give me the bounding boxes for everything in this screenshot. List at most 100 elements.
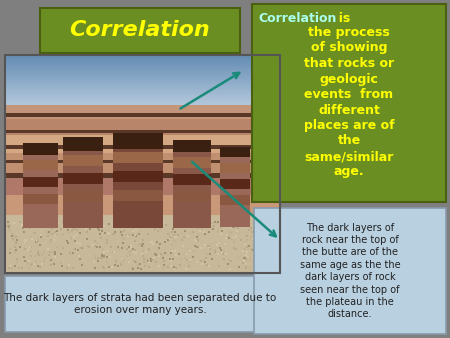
FancyBboxPatch shape bbox=[206, 264, 208, 266]
FancyBboxPatch shape bbox=[29, 250, 31, 252]
FancyBboxPatch shape bbox=[21, 267, 23, 268]
FancyBboxPatch shape bbox=[63, 137, 103, 228]
FancyBboxPatch shape bbox=[223, 258, 225, 260]
FancyBboxPatch shape bbox=[128, 234, 130, 236]
FancyBboxPatch shape bbox=[30, 264, 32, 266]
FancyBboxPatch shape bbox=[155, 254, 157, 256]
FancyBboxPatch shape bbox=[132, 235, 134, 237]
FancyBboxPatch shape bbox=[9, 267, 10, 269]
FancyBboxPatch shape bbox=[113, 133, 163, 228]
FancyBboxPatch shape bbox=[168, 238, 171, 240]
FancyBboxPatch shape bbox=[130, 245, 132, 247]
FancyBboxPatch shape bbox=[244, 254, 247, 256]
FancyBboxPatch shape bbox=[145, 250, 147, 252]
FancyBboxPatch shape bbox=[143, 258, 145, 260]
FancyBboxPatch shape bbox=[146, 258, 148, 260]
FancyBboxPatch shape bbox=[120, 231, 122, 233]
FancyBboxPatch shape bbox=[129, 254, 131, 256]
Text: the process
of showing
that rocks or
geologic
events  from
different
places are : the process of showing that rocks or geo… bbox=[304, 26, 394, 178]
FancyBboxPatch shape bbox=[270, 220, 272, 222]
FancyBboxPatch shape bbox=[251, 259, 252, 261]
FancyBboxPatch shape bbox=[219, 227, 221, 229]
FancyBboxPatch shape bbox=[63, 173, 103, 184]
FancyBboxPatch shape bbox=[206, 253, 208, 255]
FancyBboxPatch shape bbox=[72, 227, 74, 230]
FancyBboxPatch shape bbox=[270, 225, 272, 227]
FancyBboxPatch shape bbox=[97, 260, 99, 262]
FancyBboxPatch shape bbox=[279, 228, 280, 231]
FancyBboxPatch shape bbox=[5, 84, 280, 85]
FancyBboxPatch shape bbox=[9, 224, 11, 226]
FancyBboxPatch shape bbox=[5, 95, 280, 96]
FancyBboxPatch shape bbox=[276, 227, 278, 229]
FancyBboxPatch shape bbox=[23, 194, 58, 204]
FancyBboxPatch shape bbox=[97, 227, 99, 229]
FancyBboxPatch shape bbox=[135, 235, 137, 237]
FancyBboxPatch shape bbox=[48, 223, 50, 225]
FancyBboxPatch shape bbox=[51, 233, 54, 235]
FancyBboxPatch shape bbox=[152, 222, 153, 224]
FancyBboxPatch shape bbox=[131, 224, 133, 226]
FancyBboxPatch shape bbox=[122, 259, 125, 261]
FancyBboxPatch shape bbox=[5, 78, 280, 79]
FancyBboxPatch shape bbox=[203, 261, 206, 263]
FancyBboxPatch shape bbox=[225, 237, 227, 239]
FancyBboxPatch shape bbox=[266, 227, 268, 229]
FancyBboxPatch shape bbox=[46, 231, 48, 233]
FancyBboxPatch shape bbox=[220, 147, 250, 227]
FancyBboxPatch shape bbox=[102, 248, 104, 250]
FancyBboxPatch shape bbox=[207, 265, 210, 267]
FancyBboxPatch shape bbox=[94, 222, 96, 224]
FancyBboxPatch shape bbox=[73, 240, 76, 242]
FancyBboxPatch shape bbox=[256, 266, 258, 268]
FancyBboxPatch shape bbox=[157, 230, 159, 232]
FancyBboxPatch shape bbox=[62, 221, 64, 223]
FancyBboxPatch shape bbox=[15, 236, 17, 238]
FancyBboxPatch shape bbox=[40, 234, 42, 236]
FancyBboxPatch shape bbox=[227, 235, 230, 237]
FancyBboxPatch shape bbox=[246, 251, 248, 253]
FancyBboxPatch shape bbox=[196, 240, 198, 242]
FancyBboxPatch shape bbox=[189, 222, 191, 224]
FancyBboxPatch shape bbox=[217, 253, 219, 255]
FancyBboxPatch shape bbox=[53, 263, 55, 265]
FancyBboxPatch shape bbox=[48, 255, 50, 256]
FancyBboxPatch shape bbox=[211, 222, 213, 224]
FancyBboxPatch shape bbox=[23, 143, 58, 228]
FancyBboxPatch shape bbox=[66, 224, 68, 226]
FancyBboxPatch shape bbox=[5, 67, 280, 68]
FancyBboxPatch shape bbox=[111, 266, 113, 268]
FancyBboxPatch shape bbox=[101, 255, 103, 257]
FancyBboxPatch shape bbox=[188, 265, 189, 267]
FancyBboxPatch shape bbox=[260, 229, 261, 231]
FancyBboxPatch shape bbox=[5, 96, 280, 97]
FancyBboxPatch shape bbox=[148, 266, 150, 268]
FancyBboxPatch shape bbox=[68, 226, 70, 228]
FancyBboxPatch shape bbox=[93, 266, 95, 268]
FancyBboxPatch shape bbox=[5, 104, 280, 105]
FancyBboxPatch shape bbox=[112, 251, 114, 253]
FancyBboxPatch shape bbox=[101, 257, 104, 259]
FancyBboxPatch shape bbox=[262, 222, 265, 224]
FancyBboxPatch shape bbox=[61, 234, 63, 236]
FancyBboxPatch shape bbox=[62, 247, 64, 249]
FancyBboxPatch shape bbox=[211, 221, 213, 223]
FancyBboxPatch shape bbox=[189, 250, 191, 252]
FancyBboxPatch shape bbox=[173, 191, 211, 202]
FancyBboxPatch shape bbox=[169, 258, 171, 260]
FancyBboxPatch shape bbox=[34, 256, 36, 258]
FancyBboxPatch shape bbox=[5, 72, 280, 73]
FancyBboxPatch shape bbox=[10, 236, 13, 238]
FancyBboxPatch shape bbox=[165, 224, 166, 226]
FancyBboxPatch shape bbox=[122, 247, 123, 249]
FancyBboxPatch shape bbox=[21, 223, 23, 225]
FancyBboxPatch shape bbox=[22, 227, 24, 229]
FancyBboxPatch shape bbox=[99, 224, 101, 226]
FancyBboxPatch shape bbox=[179, 264, 181, 266]
FancyBboxPatch shape bbox=[199, 227, 202, 229]
Text: Correlation: Correlation bbox=[70, 21, 211, 41]
FancyBboxPatch shape bbox=[261, 267, 263, 269]
FancyBboxPatch shape bbox=[254, 208, 446, 334]
FancyBboxPatch shape bbox=[5, 219, 280, 245]
FancyBboxPatch shape bbox=[142, 239, 144, 241]
